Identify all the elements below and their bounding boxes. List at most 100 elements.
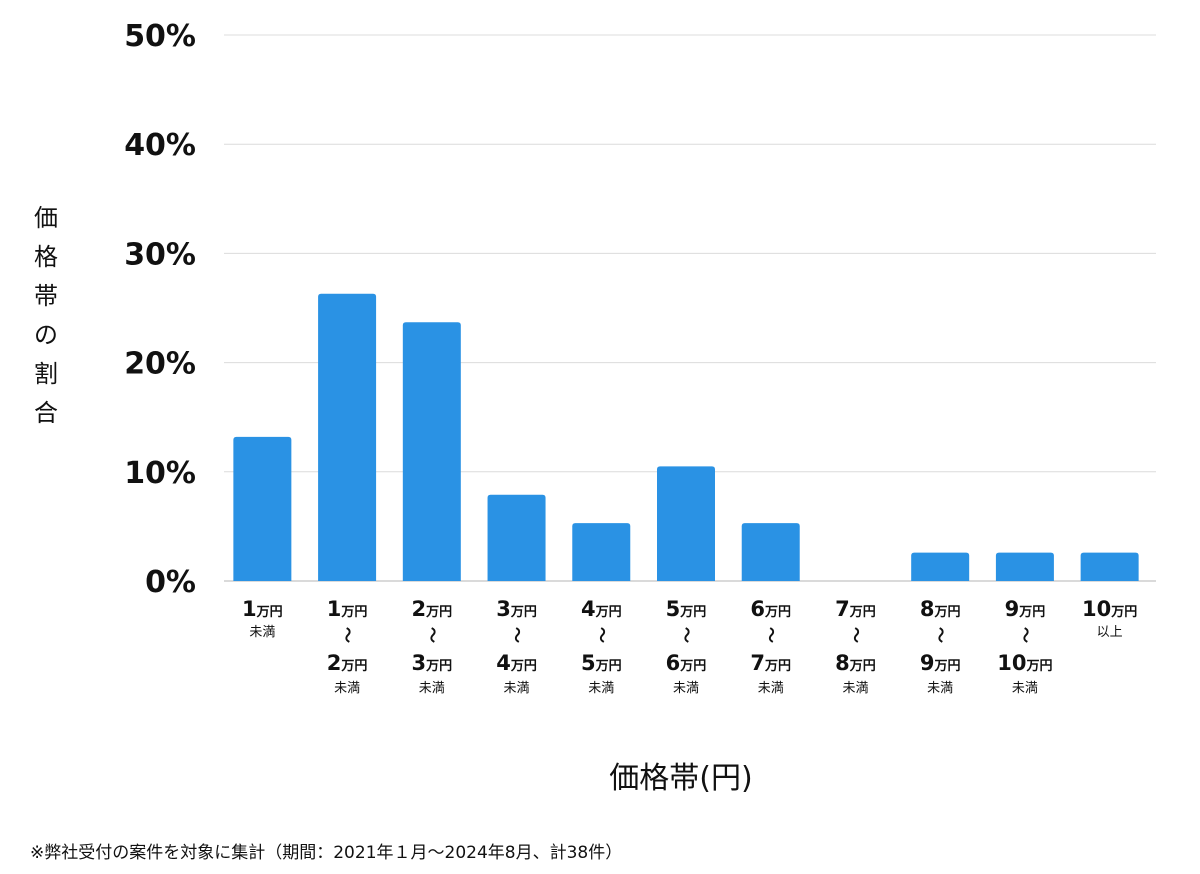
- x-category-note: 未満: [249, 625, 275, 640]
- x-category-tilde: 〜: [677, 627, 696, 643]
- x-axis-categories: 1万円未満1万円〜2万円未満2万円〜3万円未満3万円〜4万円未満4万円〜5万円未…: [242, 597, 1137, 696]
- x-category-unit: 万円: [340, 659, 367, 674]
- x-category-unit: 万円: [510, 605, 537, 620]
- bar: [233, 436, 292, 581]
- x-category-value: 7万円: [750, 651, 791, 675]
- bar: [572, 523, 631, 581]
- x-category-tilde: 〜: [762, 627, 781, 643]
- x-category-unit: 万円: [425, 605, 452, 620]
- y-tick-label: 40%: [124, 128, 196, 163]
- y-axis-ticks: 0% 10% 20% 30% 40% 50%: [124, 19, 196, 600]
- x-category-note: 未満: [419, 681, 445, 696]
- footnote: ※弊社受付の案件を対象に集計（期間：2021年１月〜2024年8月、計38件）: [30, 843, 623, 863]
- x-category-unit: 万円: [595, 659, 622, 674]
- x-category-number: 3: [411, 651, 426, 675]
- x-category-tilde: 〜: [338, 627, 357, 643]
- x-category-number: 4: [496, 651, 511, 675]
- x-category-unit: 万円: [764, 605, 791, 620]
- x-category-unit: 万円: [256, 605, 283, 620]
- bar: [487, 494, 546, 581]
- bar: [657, 466, 715, 581]
- x-category-number: 10: [997, 651, 1026, 675]
- x-category-value: 1万円: [242, 597, 283, 621]
- x-category-note: 未満: [504, 681, 530, 696]
- x-category-number: 8: [835, 651, 850, 675]
- bar: [318, 293, 377, 581]
- x-category-number: 9: [920, 651, 935, 675]
- x-category-value: 3万円: [496, 597, 537, 621]
- x-category-note: 未満: [673, 681, 699, 696]
- x-category-note: 未満: [334, 681, 360, 696]
- x-category-note: 未満: [842, 681, 868, 696]
- bar: [995, 552, 1054, 581]
- x-category-unit: 万円: [340, 605, 367, 620]
- x-category-unit: 万円: [679, 605, 706, 620]
- x-category-note: 以上: [1097, 625, 1123, 640]
- bars: [233, 293, 1139, 581]
- bar: [911, 552, 970, 581]
- x-category-number: 7: [835, 597, 850, 621]
- x-category-tilde: 〜: [423, 627, 442, 643]
- x-category-unit: 万円: [764, 659, 791, 674]
- x-category-value: 6万円: [666, 651, 707, 675]
- x-category-value: 10万円: [1082, 597, 1137, 621]
- bar: [741, 523, 800, 581]
- y-axis-label: 価格帯の割合: [34, 204, 58, 427]
- x-category-value: 4万円: [496, 651, 537, 675]
- x-category-unit: 万円: [933, 605, 960, 620]
- x-category-value: 8万円: [920, 597, 961, 621]
- y-tick-label: 30%: [124, 237, 196, 272]
- x-category-number: 6: [666, 651, 681, 675]
- x-axis-label: 価格帯(円): [609, 761, 752, 796]
- bar: [1080, 552, 1139, 581]
- bar: [402, 322, 461, 581]
- x-category-number: 1: [242, 597, 257, 621]
- x-category-note: 未満: [758, 681, 784, 696]
- x-category-unit: 万円: [510, 659, 537, 674]
- x-category-value: 3万円: [411, 651, 452, 675]
- x-category-value: 2万円: [411, 597, 452, 621]
- x-category-value: 2万円: [327, 651, 368, 675]
- x-category-number: 10: [1082, 597, 1111, 621]
- x-category-tilde: 〜: [846, 627, 865, 643]
- x-category-number: 7: [750, 651, 765, 675]
- x-category-note: 未満: [588, 681, 614, 696]
- x-category-number: 4: [581, 597, 596, 621]
- x-category-number: 2: [327, 651, 342, 675]
- y-tick-label: 0%: [145, 565, 196, 600]
- x-category-value: 5万円: [581, 651, 622, 675]
- x-category-value: 7万円: [835, 597, 876, 621]
- x-category-value: 5万円: [666, 597, 707, 621]
- x-category-number: 5: [581, 651, 596, 675]
- x-category-number: 5: [666, 597, 681, 621]
- x-category-value: 8万円: [835, 651, 876, 675]
- x-category-unit: 万円: [933, 659, 960, 674]
- y-tick-label: 20%: [124, 347, 196, 382]
- x-category-number: 3: [496, 597, 511, 621]
- x-category-unit: 万円: [679, 659, 706, 674]
- x-category-number: 6: [750, 597, 765, 621]
- x-category-tilde: 〜: [931, 627, 950, 643]
- x-category-value: 4万円: [581, 597, 622, 621]
- x-category-note: 未満: [927, 681, 953, 696]
- x-category-unit: 万円: [849, 605, 876, 620]
- x-category-tilde: 〜: [592, 627, 611, 643]
- x-category-unit: 万円: [1018, 605, 1045, 620]
- y-tick-label: 10%: [124, 456, 196, 491]
- x-category-number: 1: [327, 597, 342, 621]
- y-tick-label: 50%: [124, 19, 196, 54]
- x-category-value: 9万円: [920, 651, 961, 675]
- x-category-unit: 万円: [849, 659, 876, 674]
